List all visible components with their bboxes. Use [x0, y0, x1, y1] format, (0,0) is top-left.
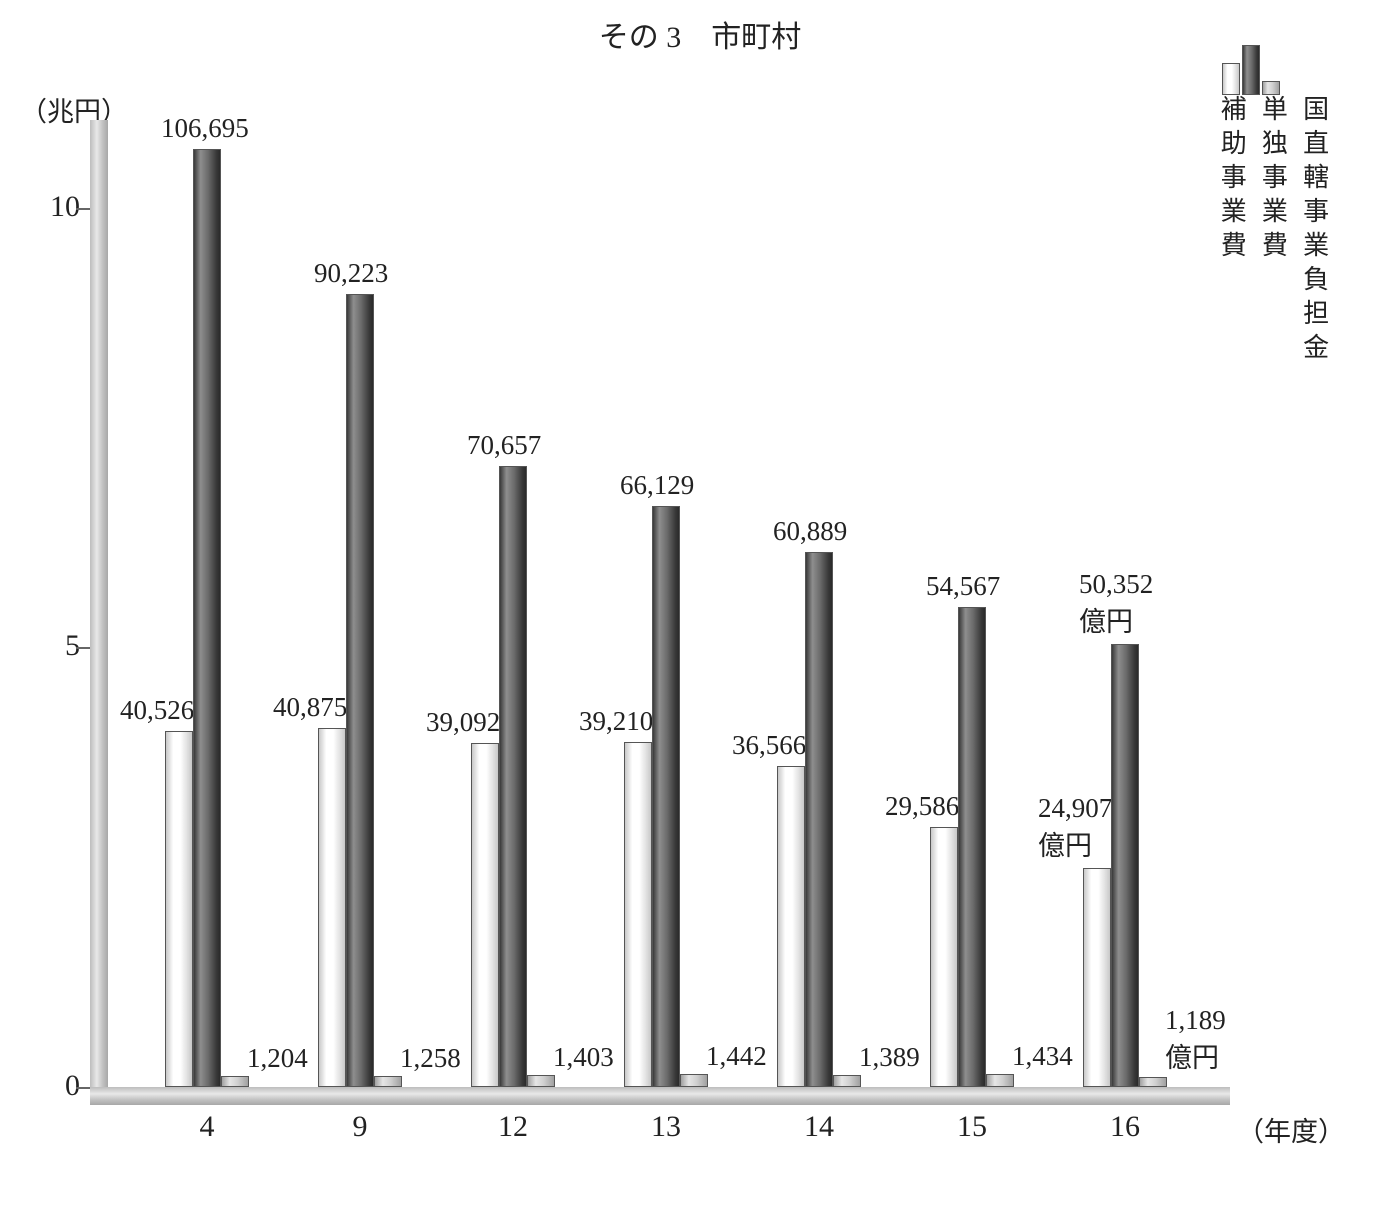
legend-bar-tandoku — [1242, 45, 1260, 95]
bar-group: 29,58654,5671,434 — [930, 120, 1018, 1087]
bar-tandoku — [805, 552, 833, 1087]
bar-kuni — [527, 1075, 555, 1087]
bar-kuni — [1139, 1077, 1167, 1087]
bar-tandoku — [193, 149, 221, 1087]
bar-group: 39,21066,1291,442 — [624, 120, 712, 1087]
x-tick-label: 9 — [330, 1110, 390, 1144]
bar-hojo — [624, 742, 652, 1087]
value-label-kuni: 1,389 — [859, 1042, 920, 1073]
legend-label-tandoku: 単独事業費 — [1257, 95, 1288, 367]
legend-labels: 補助事業費 単独事業費 国直轄事業負担金 — [1216, 95, 1340, 367]
y-tick-label: 0 — [20, 1069, 80, 1103]
value-label-tandoku: 106,695 — [161, 113, 249, 144]
bar-hojo — [777, 766, 805, 1087]
bar-tandoku — [652, 506, 680, 1087]
legend-icons — [1222, 40, 1292, 95]
bar-group: 39,09270,6571,403 — [471, 120, 559, 1087]
value-label-kuni: 1,204 — [247, 1043, 308, 1074]
value-label-kuni: 1,442 — [706, 1041, 767, 1072]
x-axis — [90, 1087, 1230, 1105]
value-label-tandoku: 70,657 — [467, 430, 541, 461]
bar-kuni — [374, 1076, 402, 1087]
bar-kuni — [986, 1074, 1014, 1087]
y-tick-label: 10 — [20, 190, 80, 224]
y-tick-mark — [76, 208, 90, 210]
value-label-hojo: 40,526 — [120, 695, 194, 726]
bar-hojo — [165, 731, 193, 1087]
legend-label-kuni: 国直轄事業負担金 — [1298, 95, 1329, 367]
value-label-hojo: 24,907 億円 — [1038, 793, 1112, 863]
bar-hojo — [930, 827, 958, 1087]
value-label-tandoku: 90,223 — [314, 258, 388, 289]
value-label-tandoku: 60,889 — [773, 516, 847, 547]
bar-kuni — [680, 1074, 708, 1087]
value-label-tandoku: 66,129 — [620, 470, 694, 501]
legend-bar-kuni — [1262, 81, 1280, 95]
bar-group: 24,907 億円50,352 億円1,189 億円 — [1083, 120, 1171, 1087]
value-label-kuni: 1,258 — [400, 1043, 461, 1074]
value-label-tandoku: 54,567 — [926, 571, 1000, 602]
value-label-hojo: 39,210 — [579, 706, 653, 737]
bar-group: 36,56660,8891,389 — [777, 120, 865, 1087]
x-tick-label: 15 — [942, 1110, 1002, 1144]
bar-hojo — [1083, 868, 1111, 1087]
value-label-kuni: 1,403 — [553, 1042, 614, 1073]
x-tick-label: 14 — [789, 1110, 849, 1144]
value-label-tandoku: 50,352 億円 — [1079, 569, 1153, 639]
bar-tandoku — [958, 607, 986, 1087]
x-tick-label: 12 — [483, 1110, 543, 1144]
value-label-hojo: 29,586 — [885, 791, 959, 822]
bar-kuni — [833, 1075, 861, 1087]
bar-tandoku — [346, 294, 374, 1087]
bar-group: 40,526106,6951,204 — [165, 120, 253, 1087]
bar-group: 40,87590,2231,258 — [318, 120, 406, 1087]
x-tick-label: 4 — [177, 1110, 237, 1144]
bar-kuni — [221, 1076, 249, 1087]
chart-container: その 3 市町村 （兆円） 補助事業費 単独事業費 国直轄事業負担金 05104… — [0, 0, 1400, 1206]
value-label-hojo: 36,566 — [732, 730, 806, 761]
bar-tandoku — [1111, 644, 1139, 1087]
y-axis — [90, 120, 108, 1105]
value-label-kuni: 1,434 — [1012, 1041, 1073, 1072]
value-label-kuni: 1,189 億円 — [1165, 1005, 1226, 1075]
y-tick-mark — [76, 647, 90, 649]
legend-bar-hojo — [1222, 63, 1240, 95]
value-label-hojo: 40,875 — [273, 692, 347, 723]
y-tick-label: 5 — [20, 629, 80, 663]
y-tick-mark — [76, 1087, 90, 1089]
x-axis-label: （年度） — [1237, 1110, 1345, 1149]
bar-hojo — [471, 743, 499, 1087]
plot-area: 051040,526106,6951,204440,87590,2231,258… — [90, 120, 1230, 1105]
x-tick-label: 16 — [1095, 1110, 1155, 1144]
value-label-hojo: 39,092 — [426, 707, 500, 738]
bar-hojo — [318, 728, 346, 1087]
x-tick-label: 13 — [636, 1110, 696, 1144]
chart-title: その 3 市町村 — [0, 12, 1400, 56]
bar-tandoku — [499, 466, 527, 1087]
